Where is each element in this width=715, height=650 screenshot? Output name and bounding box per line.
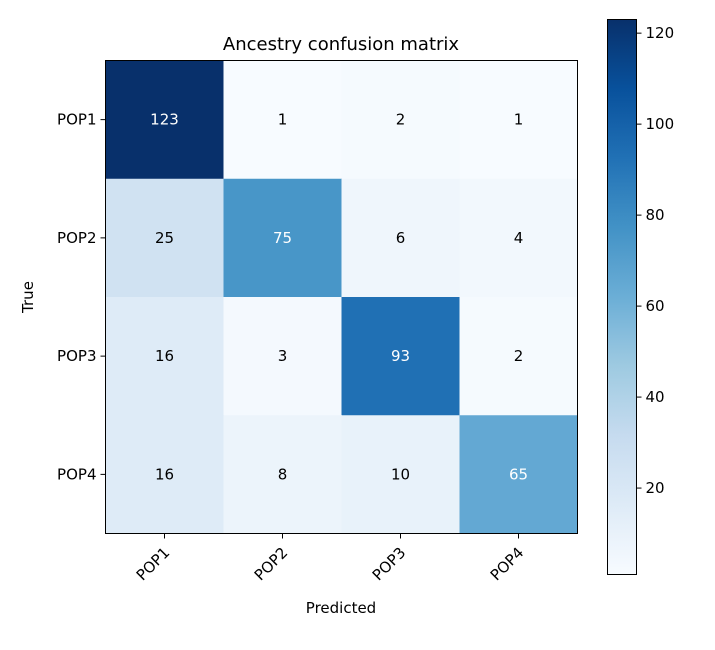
x-tick-label: POP1 (133, 544, 174, 585)
y-tick-label: POP3 (57, 347, 96, 365)
chart-title: Ancestry confusion matrix (223, 34, 460, 55)
x-tick-label: POP3 (369, 544, 410, 585)
heatmap-cell (459, 415, 578, 534)
cell-value-label: 8 (278, 465, 288, 483)
heatmap-cell (341, 415, 460, 534)
cell-value-label: 3 (278, 347, 288, 365)
colorbar-tick-label: 120 (646, 24, 675, 42)
heatmap-cell (459, 178, 578, 298)
cell-value-label: 1 (514, 111, 524, 129)
cell-value-label: 75 (273, 229, 292, 247)
heatmap-cell-labels: 123 1 2 1 25 75 6 4 16 3 93 2 16 8 10 65 (150, 111, 528, 484)
colorbar-tick-label: 100 (646, 115, 675, 133)
colorbar-ticks: 20 40 60 80 100 120 (636, 24, 675, 497)
colorbar-tick-label: 80 (646, 206, 665, 224)
cell-value-label: 2 (396, 111, 406, 129)
colorbar (607, 19, 637, 575)
heatmap-cell (341, 297, 460, 416)
plot-frame (105, 60, 578, 534)
colorbar-tick-label: 40 (646, 388, 665, 406)
y-axis: POP1 POP2 POP3 POP4 (57, 111, 106, 483)
cell-value-label: 10 (391, 465, 410, 483)
colorbar-tick-label: 20 (646, 479, 665, 497)
x-tick-label: POP2 (251, 544, 292, 585)
cell-value-label: 16 (155, 347, 174, 365)
heatmap-cell (341, 60, 460, 180)
heatmap-cell (341, 178, 460, 298)
y-tick-label: POP1 (57, 111, 96, 129)
heatmap-cell (223, 297, 342, 416)
y-tick-label: POP2 (57, 229, 96, 247)
cell-value-label: 93 (391, 347, 410, 365)
heatmap-cell (105, 178, 224, 298)
heatmap-cell (223, 60, 342, 180)
x-tick-label: POP4 (487, 544, 528, 585)
heatmap-cell (105, 415, 224, 534)
cell-value-label: 65 (509, 465, 528, 483)
cell-value-label: 123 (150, 111, 179, 129)
cell-value-label: 6 (396, 229, 406, 247)
cell-value-label: 4 (514, 229, 524, 247)
colorbar-tick-label: 60 (646, 297, 665, 315)
y-axis-label: True (19, 281, 37, 314)
heatmap-cell (459, 60, 578, 180)
heatmap-cells (105, 60, 578, 534)
heatmap-cell (105, 297, 224, 416)
cell-value-label: 2 (514, 347, 524, 365)
x-axis-label: Predicted (306, 599, 376, 617)
x-axis: POP1 POP2 POP3 POP4 (133, 533, 528, 585)
heatmap-cell (459, 297, 578, 416)
heatmap-cell (105, 60, 224, 180)
cell-value-label: 25 (155, 229, 174, 247)
cell-value-label: 16 (155, 465, 174, 483)
heatmap-cell (223, 178, 342, 298)
cell-value-label: 1 (278, 111, 288, 129)
heatmap-cell (223, 415, 342, 534)
y-tick-label: POP4 (57, 465, 96, 483)
